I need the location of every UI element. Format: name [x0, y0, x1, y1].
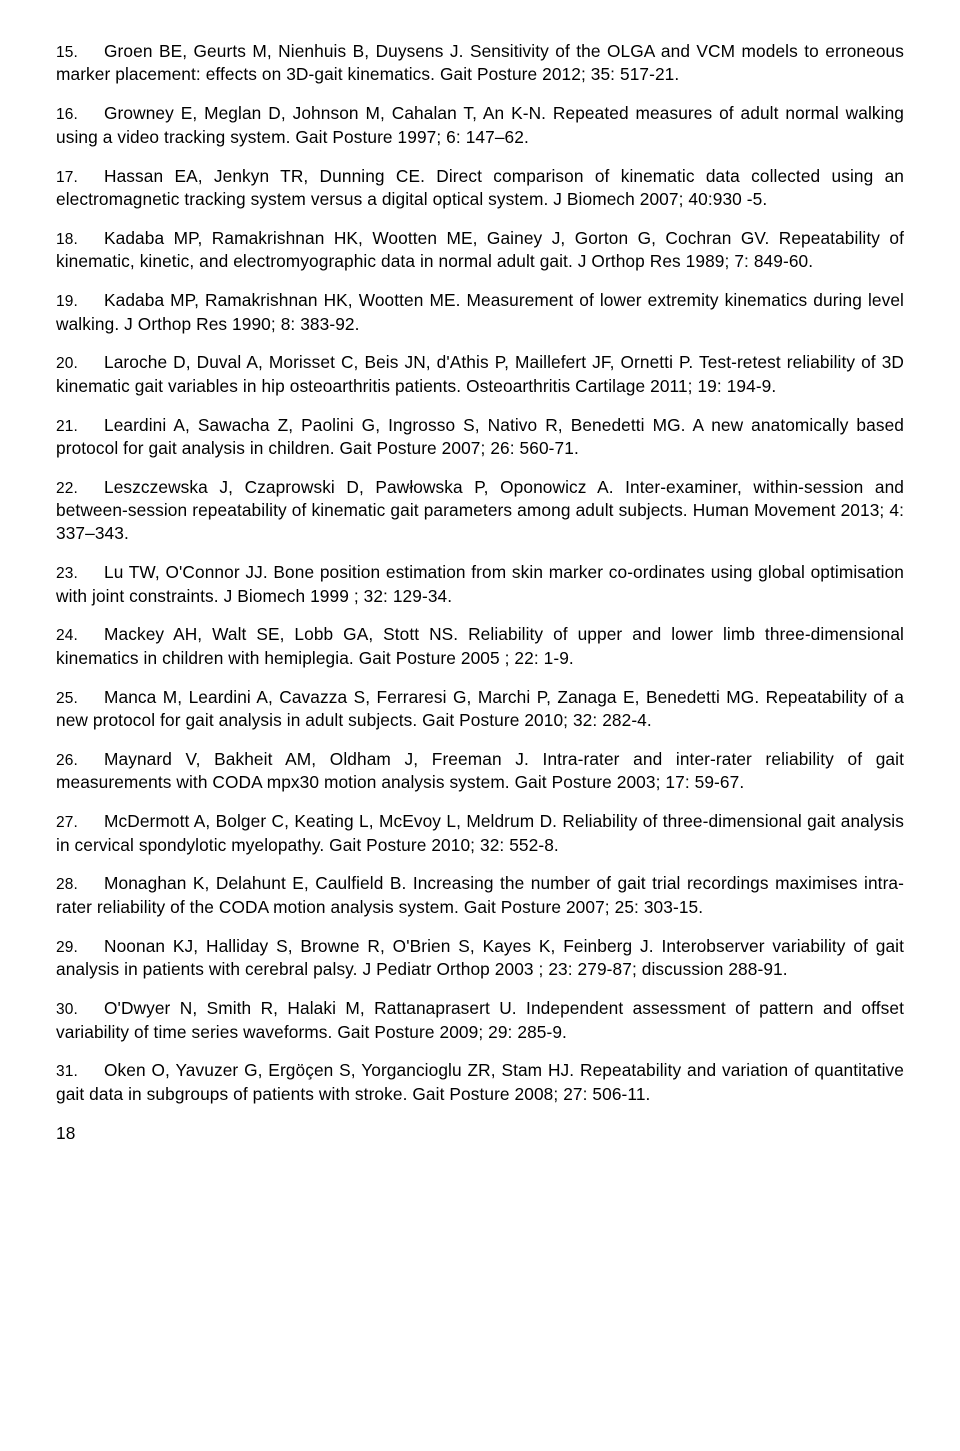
reference-number: 31. [56, 1062, 104, 1082]
reference-text: Laroche D, Duval A, Morisset C, Beis JN,… [56, 352, 904, 395]
reference-text: Leszczewska J, Czaprowski D, Pawłowska P… [56, 477, 904, 543]
reference-number: 27. [56, 813, 104, 833]
reference-item: 22.Leszczewska J, Czaprowski D, Pawłowsk… [56, 476, 904, 545]
reference-item: 26.Maynard V, Bakheit AM, Oldham J, Free… [56, 748, 904, 794]
reference-text: Hassan EA, Jenkyn TR, Dunning CE. Direct… [56, 166, 904, 209]
reference-number: 19. [56, 292, 104, 312]
reference-number: 17. [56, 168, 104, 188]
reference-number: 30. [56, 1000, 104, 1020]
reference-number: 29. [56, 938, 104, 958]
reference-number: 24. [56, 626, 104, 646]
reference-number: 15. [56, 43, 104, 63]
reference-text: Monaghan K, Delahunt E, Caulfield B. Inc… [56, 873, 904, 916]
reference-item: 25.Manca M, Leardini A, Cavazza S, Ferra… [56, 686, 904, 732]
reference-number: 21. [56, 417, 104, 437]
reference-number: 16. [56, 105, 104, 125]
reference-text: Mackey AH, Walt SE, Lobb GA, Stott NS. R… [56, 624, 904, 667]
reference-number: 26. [56, 751, 104, 771]
reference-number: 25. [56, 689, 104, 709]
reference-text: Kadaba MP, Ramakrishnan HK, Wootten ME, … [56, 228, 904, 271]
reference-item: 21.Leardini A, Sawacha Z, Paolini G, Ing… [56, 414, 904, 460]
reference-number: 18. [56, 230, 104, 250]
reference-item: 31.Oken O, Yavuzer G, Ergöçen S, Yorganc… [56, 1059, 904, 1105]
reference-item: 18.Kadaba MP, Ramakrishnan HK, Wootten M… [56, 227, 904, 273]
reference-item: 16.Growney E, Meglan D, Johnson M, Cahal… [56, 102, 904, 148]
reference-text: Oken O, Yavuzer G, Ergöçen S, Yorganciog… [56, 1060, 904, 1103]
reference-item: 19.Kadaba MP, Ramakrishnan HK, Wootten M… [56, 289, 904, 335]
reference-text: McDermott A, Bolger C, Keating L, McEvoy… [56, 811, 904, 854]
references-list: 15.Groen BE, Geurts M, Nienhuis B, Duyse… [56, 40, 904, 1106]
reference-item: 29.Noonan KJ, Halliday S, Browne R, O'Br… [56, 935, 904, 981]
reference-item: 20.Laroche D, Duval A, Morisset C, Beis … [56, 351, 904, 397]
reference-text: Lu TW, O'Connor JJ. Bone position estima… [56, 562, 904, 605]
reference-item: 23.Lu TW, O'Connor JJ. Bone position est… [56, 561, 904, 607]
reference-text: Kadaba MP, Ramakrishnan HK, Wootten ME. … [56, 290, 904, 333]
reference-item: 17.Hassan EA, Jenkyn TR, Dunning CE. Dir… [56, 165, 904, 211]
reference-item: 28.Monaghan K, Delahunt E, Caulfield B. … [56, 872, 904, 918]
reference-item: 24.Mackey AH, Walt SE, Lobb GA, Stott NS… [56, 623, 904, 669]
reference-text: Growney E, Meglan D, Johnson M, Cahalan … [56, 103, 904, 146]
reference-number: 20. [56, 354, 104, 374]
reference-text: Maynard V, Bakheit AM, Oldham J, Freeman… [56, 749, 904, 792]
reference-text: Leardini A, Sawacha Z, Paolini G, Ingros… [56, 415, 904, 458]
reference-number: 28. [56, 875, 104, 895]
reference-text: Noonan KJ, Halliday S, Browne R, O'Brien… [56, 936, 904, 979]
reference-text: O'Dwyer N, Smith R, Halaki M, Rattanapra… [56, 998, 904, 1041]
page-number: 18 [56, 1122, 904, 1145]
reference-text: Manca M, Leardini A, Cavazza S, Ferrares… [56, 687, 904, 730]
reference-item: 30.O'Dwyer N, Smith R, Halaki M, Rattana… [56, 997, 904, 1043]
reference-text: Groen BE, Geurts M, Nienhuis B, Duysens … [56, 41, 904, 84]
reference-number: 22. [56, 479, 104, 499]
reference-item: 15.Groen BE, Geurts M, Nienhuis B, Duyse… [56, 40, 904, 86]
reference-number: 23. [56, 564, 104, 584]
reference-item: 27.McDermott A, Bolger C, Keating L, McE… [56, 810, 904, 856]
